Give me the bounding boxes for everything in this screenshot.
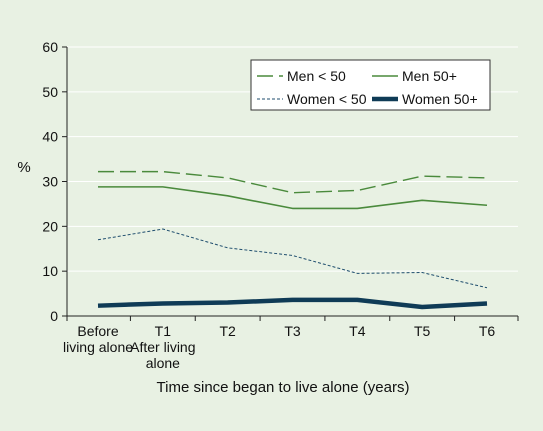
series-line [98,170,488,194]
x-tick-label: Before living alone [63,323,133,355]
x-tick-label: T6 [479,323,496,339]
series-line [97,297,488,310]
series-lines [97,170,488,310]
legend-label: Men < 50 [287,68,346,84]
x-tick-label: T2 [219,323,236,339]
x-tick-label: T4 [349,323,366,339]
y-tick-label: 50 [42,84,58,100]
legend-label: Men 50+ [402,68,457,84]
y-tick-label: 0 [50,308,58,324]
series-line [97,228,488,289]
y-tick-label: 40 [42,129,58,145]
series-line [98,186,488,210]
x-axis-label: Time since began to live alone (years) [157,379,410,396]
axes [66,47,519,321]
x-tick-label: T5 [414,323,431,339]
y-tick-label: 10 [42,263,58,279]
legend-label: Women 50+ [402,91,478,107]
legend-label: Women < 50 [287,91,367,107]
y-tick-label: 30 [42,174,58,190]
y-tick-labels: 0 10 20 30 40 50 60 [42,39,58,324]
legend-box [250,59,491,111]
y-tick-label: 60 [42,39,58,55]
legend: Men < 50 Men 50+ Women < 50 Women 50+ [250,59,491,111]
y-tick-label: 20 [42,218,58,234]
y-axis-label: % [17,159,30,176]
x-tick-label: T3 [284,323,301,339]
x-tick-label: T1 After living alone [130,323,195,371]
